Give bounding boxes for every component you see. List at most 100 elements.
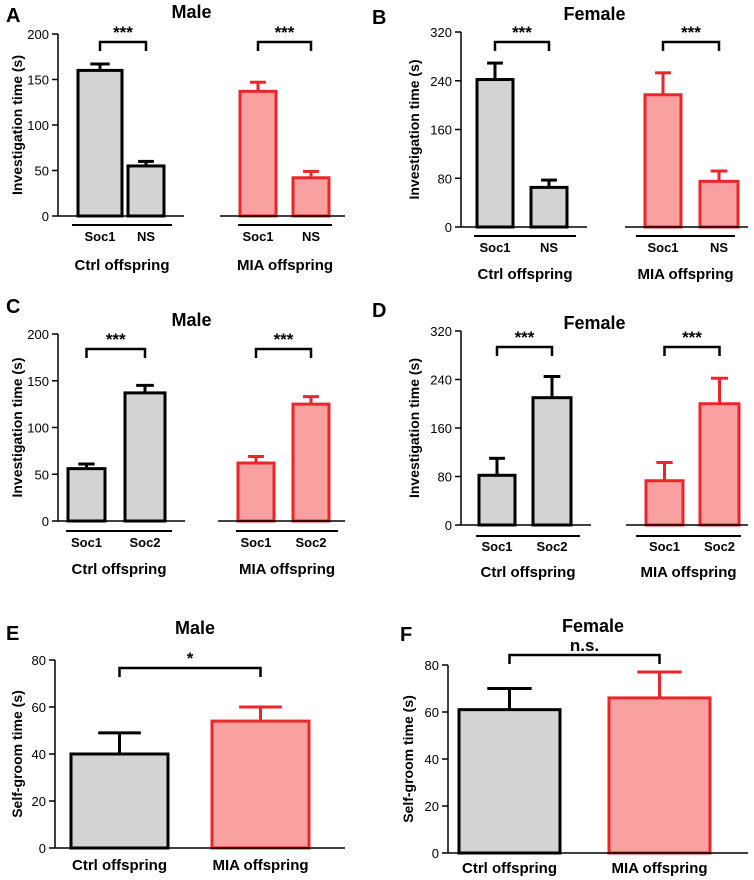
panel-d-y-tick-label: 0 xyxy=(445,518,452,533)
panel-c-title: Male xyxy=(171,310,211,330)
panel-f-y-tick-label: 20 xyxy=(425,799,439,814)
panel-c-letter: C xyxy=(6,296,20,318)
panel-b-sig-bracket xyxy=(661,40,721,51)
panel-b-bar-mia-soc1 xyxy=(643,93,683,229)
panel-d-y-tick-label: 320 xyxy=(430,324,452,339)
panel-b-bar-ctrl-ns xyxy=(529,185,569,229)
panel-d-category-label: Soc1 xyxy=(481,539,512,554)
panel-c-bar-mia-soc1 xyxy=(236,461,276,523)
panel-a-sig-bracket xyxy=(256,40,313,51)
panel-a-y-tick-label: 100 xyxy=(27,118,49,133)
panel-f-title: Female xyxy=(562,616,624,636)
panel-d-category-label: Soc2 xyxy=(704,539,735,554)
panel-a-category-label: Soc1 xyxy=(84,229,115,244)
panel-c-group-label: MIA offspring xyxy=(239,561,335,578)
panel-d-y-label: Investigation time (s) xyxy=(406,358,422,498)
panel-f-sig-label: n.s. xyxy=(570,636,599,655)
panel-a-sig-bracket xyxy=(98,40,148,51)
panel-b-y-tick-label: 0 xyxy=(445,220,452,235)
panel-a-sig-label: *** xyxy=(275,23,295,42)
panel-b: B Female 0 80 160 240 320 Investigation time (s… xyxy=(372,4,748,283)
panel-f-category-label: Ctrl offspring xyxy=(462,860,557,877)
panel-b-category-label: Soc1 xyxy=(647,240,678,255)
panel-e-category-label: Ctrl offspring xyxy=(72,857,167,874)
panel-d-title: Female xyxy=(563,313,625,333)
panel-a-y-tick-label: 150 xyxy=(27,73,49,88)
panel-b-sig-label: *** xyxy=(512,23,532,42)
panel-c-category-label: Soc1 xyxy=(240,535,271,550)
panel-e-letter: E xyxy=(6,623,19,645)
panel-a-sig-label: *** xyxy=(113,23,133,42)
panel-c-category-label: Soc2 xyxy=(295,535,326,550)
panel-e: E Male 0 20 40 60 80 Self-groom time (s) Ctrl of… xyxy=(6,618,345,874)
panel-e-bar-ctrl xyxy=(69,752,170,850)
panel-d-group-label: MIA offspring xyxy=(640,564,736,581)
panel-a-category-label: NS xyxy=(137,229,155,244)
panel-c-bar-mia-soc2 xyxy=(291,402,331,523)
panel-e-title: Male xyxy=(175,618,215,638)
panel-c-y-tick-label: 100 xyxy=(27,421,49,436)
panel-d-bar-ctrl-soc2 xyxy=(531,396,573,527)
panel-d-group-label: Ctrl offspring xyxy=(481,564,576,581)
panel-b-group-label: Ctrl offspring xyxy=(478,266,573,283)
panel-c-sig-bracket xyxy=(85,347,147,358)
panel-b-y-tick-label: 80 xyxy=(438,171,452,186)
panel-b-category-label: NS xyxy=(540,240,558,255)
panel-b-y-tick-label: 160 xyxy=(430,123,452,138)
panel-b-letter: B xyxy=(372,7,386,29)
panel-f-bar-ctrl xyxy=(457,708,562,855)
panel-f: F Female 0 20 40 60 80 Self-groom time (s) Ctrl … xyxy=(400,616,748,877)
panel-d-bar-ctrl-soc1 xyxy=(477,473,517,527)
panel-c-group-label: Ctrl offspring xyxy=(72,561,167,578)
panel-c-y-label: Investigation time (s) xyxy=(9,357,25,497)
panel-b-title: Female xyxy=(563,4,625,24)
panel-c-y-tick-label: 0 xyxy=(42,514,49,529)
panel-c-bar-ctrl-soc2 xyxy=(123,391,167,523)
panel-e-y-tick-label: 20 xyxy=(32,794,46,809)
panel-e-y-tick-label: 0 xyxy=(39,841,46,856)
panel-f-sig-bracket xyxy=(508,653,661,664)
panel-e-sig-label: * xyxy=(187,649,194,668)
panel-f-y-tick-label: 60 xyxy=(425,705,439,720)
panel-c-sig-label: *** xyxy=(274,330,294,349)
panel-e-category-label: MIA offspring xyxy=(212,857,308,874)
panel-d-sig-label: *** xyxy=(682,328,702,347)
panel-d-y-tick-label: 80 xyxy=(438,470,452,485)
panel-a-y-tick-label: 50 xyxy=(35,164,49,179)
panel-b-y-label: Investigation time (s) xyxy=(406,59,422,199)
panel-d-y-tick-label: 160 xyxy=(430,421,452,436)
panel-c-category-label: Soc1 xyxy=(71,535,102,550)
panel-b-bar-ctrl-soc1 xyxy=(475,78,515,229)
panel-d-sig-label: *** xyxy=(515,328,535,347)
panel-e-bar-mia xyxy=(210,719,311,850)
panel-b-group-label: MIA offspring xyxy=(637,266,733,283)
panel-a-letter: A xyxy=(6,5,20,27)
panel-a-category-label: Soc1 xyxy=(242,229,273,244)
panel-c-category-label: Soc2 xyxy=(129,535,160,550)
panel-c-y-tick-label: 50 xyxy=(35,467,49,482)
panel-e-y-tick-label: 80 xyxy=(32,653,46,668)
panel-f-bar-mia xyxy=(607,696,712,855)
panel-c-y-tick-label: 150 xyxy=(27,374,49,389)
panel-b-sig-label: *** xyxy=(681,23,701,42)
panel-d-sig-bracket xyxy=(663,345,721,356)
panel-c-bar-ctrl-soc1 xyxy=(66,467,107,523)
panel-e-y-tick-label: 60 xyxy=(32,700,46,715)
panel-a-group-label: Ctrl offspring xyxy=(75,257,170,274)
panel-d-bar-mia-soc2 xyxy=(698,402,741,527)
panel-f-y-tick-label: 0 xyxy=(432,846,439,861)
panel-f-y-tick-label: 40 xyxy=(425,752,439,767)
panel-d-y-tick-label: 240 xyxy=(430,373,452,388)
panel-a-group-label: MIA offspring xyxy=(237,257,333,274)
panel-a-title: Male xyxy=(171,2,211,22)
panel-f-y-label: Self-groom time (s) xyxy=(400,695,416,823)
panel-a-y-tick-label: 200 xyxy=(27,27,49,42)
panel-d: D Female 0 80 160 240 320 Investigation time (s… xyxy=(372,300,748,581)
panel-c-sig-bracket xyxy=(254,347,313,358)
panel-d-bar-mia-soc1 xyxy=(644,479,685,527)
panel-a-bar-ctrl-ns xyxy=(126,164,166,218)
panel-c-sig-label: *** xyxy=(106,330,126,349)
